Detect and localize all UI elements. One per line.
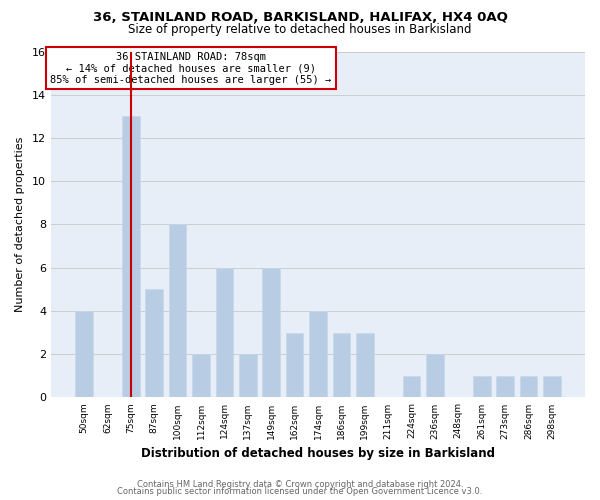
Bar bbox=[239, 354, 257, 398]
Text: 36, STAINLAND ROAD, BARKISLAND, HALIFAX, HX4 0AQ: 36, STAINLAND ROAD, BARKISLAND, HALIFAX,… bbox=[92, 11, 508, 24]
Bar bbox=[215, 268, 233, 398]
Text: Contains HM Land Registry data © Crown copyright and database right 2024.: Contains HM Land Registry data © Crown c… bbox=[137, 480, 463, 489]
Bar bbox=[169, 224, 187, 398]
Text: 36 STAINLAND ROAD: 78sqm
← 14% of detached houses are smaller (9)
85% of semi-de: 36 STAINLAND ROAD: 78sqm ← 14% of detach… bbox=[50, 52, 331, 84]
X-axis label: Distribution of detached houses by size in Barkisland: Distribution of detached houses by size … bbox=[141, 447, 495, 460]
Bar bbox=[75, 311, 93, 398]
Bar bbox=[473, 376, 491, 398]
Bar bbox=[403, 376, 421, 398]
Bar bbox=[426, 354, 444, 398]
Bar bbox=[286, 332, 304, 398]
Bar bbox=[309, 311, 327, 398]
Y-axis label: Number of detached properties: Number of detached properties bbox=[15, 137, 25, 312]
Bar bbox=[543, 376, 561, 398]
Bar bbox=[356, 332, 374, 398]
Bar bbox=[122, 116, 140, 398]
Bar bbox=[520, 376, 538, 398]
Text: Contains public sector information licensed under the Open Government Licence v3: Contains public sector information licen… bbox=[118, 487, 482, 496]
Bar bbox=[145, 290, 163, 398]
Bar bbox=[496, 376, 514, 398]
Text: Size of property relative to detached houses in Barkisland: Size of property relative to detached ho… bbox=[128, 22, 472, 36]
Bar bbox=[262, 268, 280, 398]
Bar bbox=[192, 354, 210, 398]
Bar bbox=[332, 332, 350, 398]
